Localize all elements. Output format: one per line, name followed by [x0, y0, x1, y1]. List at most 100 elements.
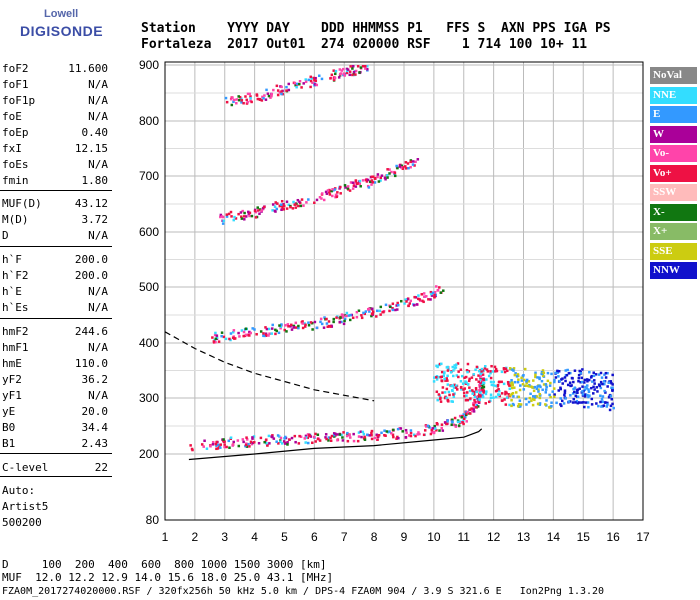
echo-mark [396, 427, 400, 431]
echo-mark [544, 388, 548, 391]
echo-mark [303, 325, 307, 328]
echo-mark [334, 69, 338, 73]
echo-mark [315, 198, 319, 202]
echo-mark [366, 178, 370, 182]
echo-mark [480, 367, 484, 371]
echo-mark [280, 90, 283, 93]
echo-mark [538, 396, 542, 400]
param-value: 20.0 [81, 405, 109, 418]
echo-mark [557, 375, 560, 378]
echo-mark [323, 316, 326, 319]
echo-mark [469, 397, 472, 400]
echo-mark [376, 175, 379, 179]
echo-mark [434, 427, 437, 430]
echo-mark [391, 308, 395, 312]
echo-mark [311, 328, 314, 331]
echo-mark [283, 328, 286, 332]
dashed-profile-curve [164, 331, 375, 402]
echo-mark [334, 72, 337, 76]
echo-mark [407, 304, 410, 308]
separator [0, 190, 112, 191]
echo-mark [314, 432, 317, 436]
param-yf2: yF2 36.2 [2, 373, 108, 389]
echo-mark [445, 366, 449, 369]
echo-mark [593, 388, 596, 391]
echo-mark [585, 387, 589, 390]
echo-mark [367, 307, 371, 310]
echo-mark [458, 414, 462, 418]
echo-mark [340, 433, 343, 437]
echo-mark [481, 394, 484, 397]
echo-mark [283, 437, 286, 440]
echo-mark [324, 190, 328, 194]
footer-muf-line: MUF 12.0 12.2 12.9 14.0 15.6 18.0 25.0 4… [2, 571, 334, 584]
echo-mark [600, 376, 604, 379]
echo-mark [599, 371, 603, 375]
echo-mark [220, 331, 224, 334]
echo-mark [296, 82, 299, 86]
echo-mark [576, 391, 579, 394]
echo-mark [587, 390, 591, 394]
echo-mark [581, 368, 584, 371]
echo-mark [611, 389, 614, 392]
echo-mark [465, 412, 468, 415]
echo-mark [295, 85, 298, 89]
echo-mark [209, 445, 212, 448]
echo-mark [409, 434, 413, 438]
echo-mark [603, 380, 606, 383]
echo-mark [603, 401, 607, 404]
echo-mark [534, 394, 538, 398]
param-key: D [2, 229, 9, 242]
echo-mark [331, 188, 334, 191]
echo-mark [343, 313, 347, 317]
echo-mark [514, 372, 517, 375]
echo-mark [356, 182, 359, 185]
echo-mark [281, 205, 284, 209]
echo-mark [221, 222, 225, 225]
echo-mark [432, 431, 436, 435]
echo-mark [211, 443, 215, 446]
param-foe: foE N/A [2, 110, 108, 126]
echo-mark [250, 100, 253, 104]
echo-mark [229, 436, 233, 439]
echo-mark [247, 210, 250, 214]
echo-mark [506, 369, 509, 373]
echo-mark [253, 328, 256, 331]
echo-mark [453, 367, 457, 370]
echo-mark [268, 332, 271, 335]
echo-mark [521, 382, 525, 386]
echo-mark [233, 215, 236, 219]
param-key: foF1p [2, 94, 36, 107]
echo-mark [311, 81, 314, 85]
echo-mark [219, 443, 222, 446]
x-tick-label: 2 [192, 530, 199, 544]
echo-mark [436, 288, 440, 292]
echo-mark [484, 364, 487, 368]
echo-mark [580, 380, 584, 384]
echo-mark [538, 402, 542, 405]
echo-mark [462, 388, 465, 391]
echo-mark [255, 333, 258, 336]
legend-item-vo-: Vo+ [650, 164, 697, 182]
echo-mark [271, 323, 274, 327]
echo-mark [520, 379, 524, 382]
echo-mark [409, 429, 413, 432]
legend-item-x-: X+ [650, 223, 697, 240]
echo-mark [270, 92, 274, 96]
echo-mark [440, 426, 443, 430]
echo-mark [267, 334, 270, 337]
param-key: h`F2 [2, 269, 29, 282]
echo-mark [285, 89, 288, 92]
echo-mark [534, 375, 537, 379]
echo-mark [383, 176, 387, 180]
echo-mark [398, 165, 402, 168]
echo-mark [472, 410, 476, 413]
param-value: 110.0 [74, 357, 108, 370]
echo-mark [325, 322, 329, 325]
echo-mark [460, 374, 464, 378]
echo-mark [345, 314, 348, 318]
echo-mark [464, 375, 468, 379]
echo-mark [581, 385, 584, 388]
echo-mark [435, 364, 438, 368]
echo-mark [343, 74, 346, 77]
